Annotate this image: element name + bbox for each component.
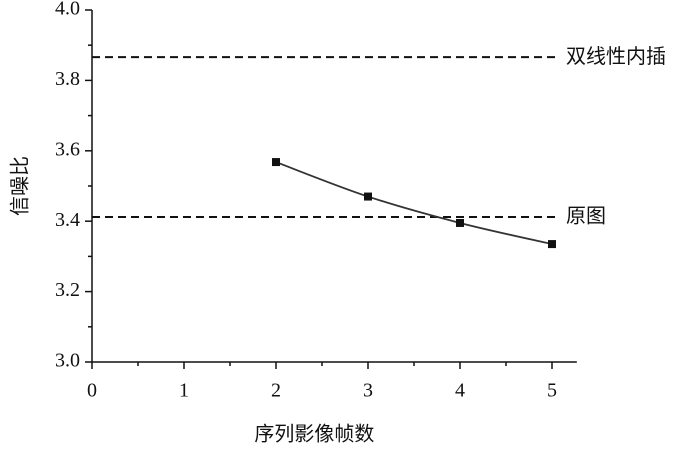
marker [548, 240, 556, 249]
x-tick-label: 5 [547, 380, 557, 402]
reference-label: 原图 [566, 206, 606, 228]
x-tick-label: 0 [87, 380, 97, 402]
marker [456, 218, 464, 227]
marker [364, 192, 372, 201]
series-line [275, 161, 553, 245]
x-tick-label: 3 [363, 380, 373, 402]
y-tick-label: 4.0 [55, 0, 80, 20]
y-tick-label: 3.4 [55, 209, 80, 231]
y-tick-label: 3.8 [55, 68, 80, 90]
x-tick-label: 1 [179, 380, 189, 402]
reference-label: 双线性内插 [566, 45, 666, 68]
x-axis-label: 序列影像帧数 [254, 423, 374, 446]
marker [272, 158, 280, 167]
y-tick-label: 3.0 [55, 350, 80, 372]
y-tick-label: 3.2 [55, 279, 80, 301]
y-axis-label: 信噪比 [9, 156, 32, 216]
x-tick-label: 4 [455, 380, 465, 402]
x-tick-label: 2 [271, 380, 281, 402]
y-tick-label: 3.6 [55, 138, 80, 160]
